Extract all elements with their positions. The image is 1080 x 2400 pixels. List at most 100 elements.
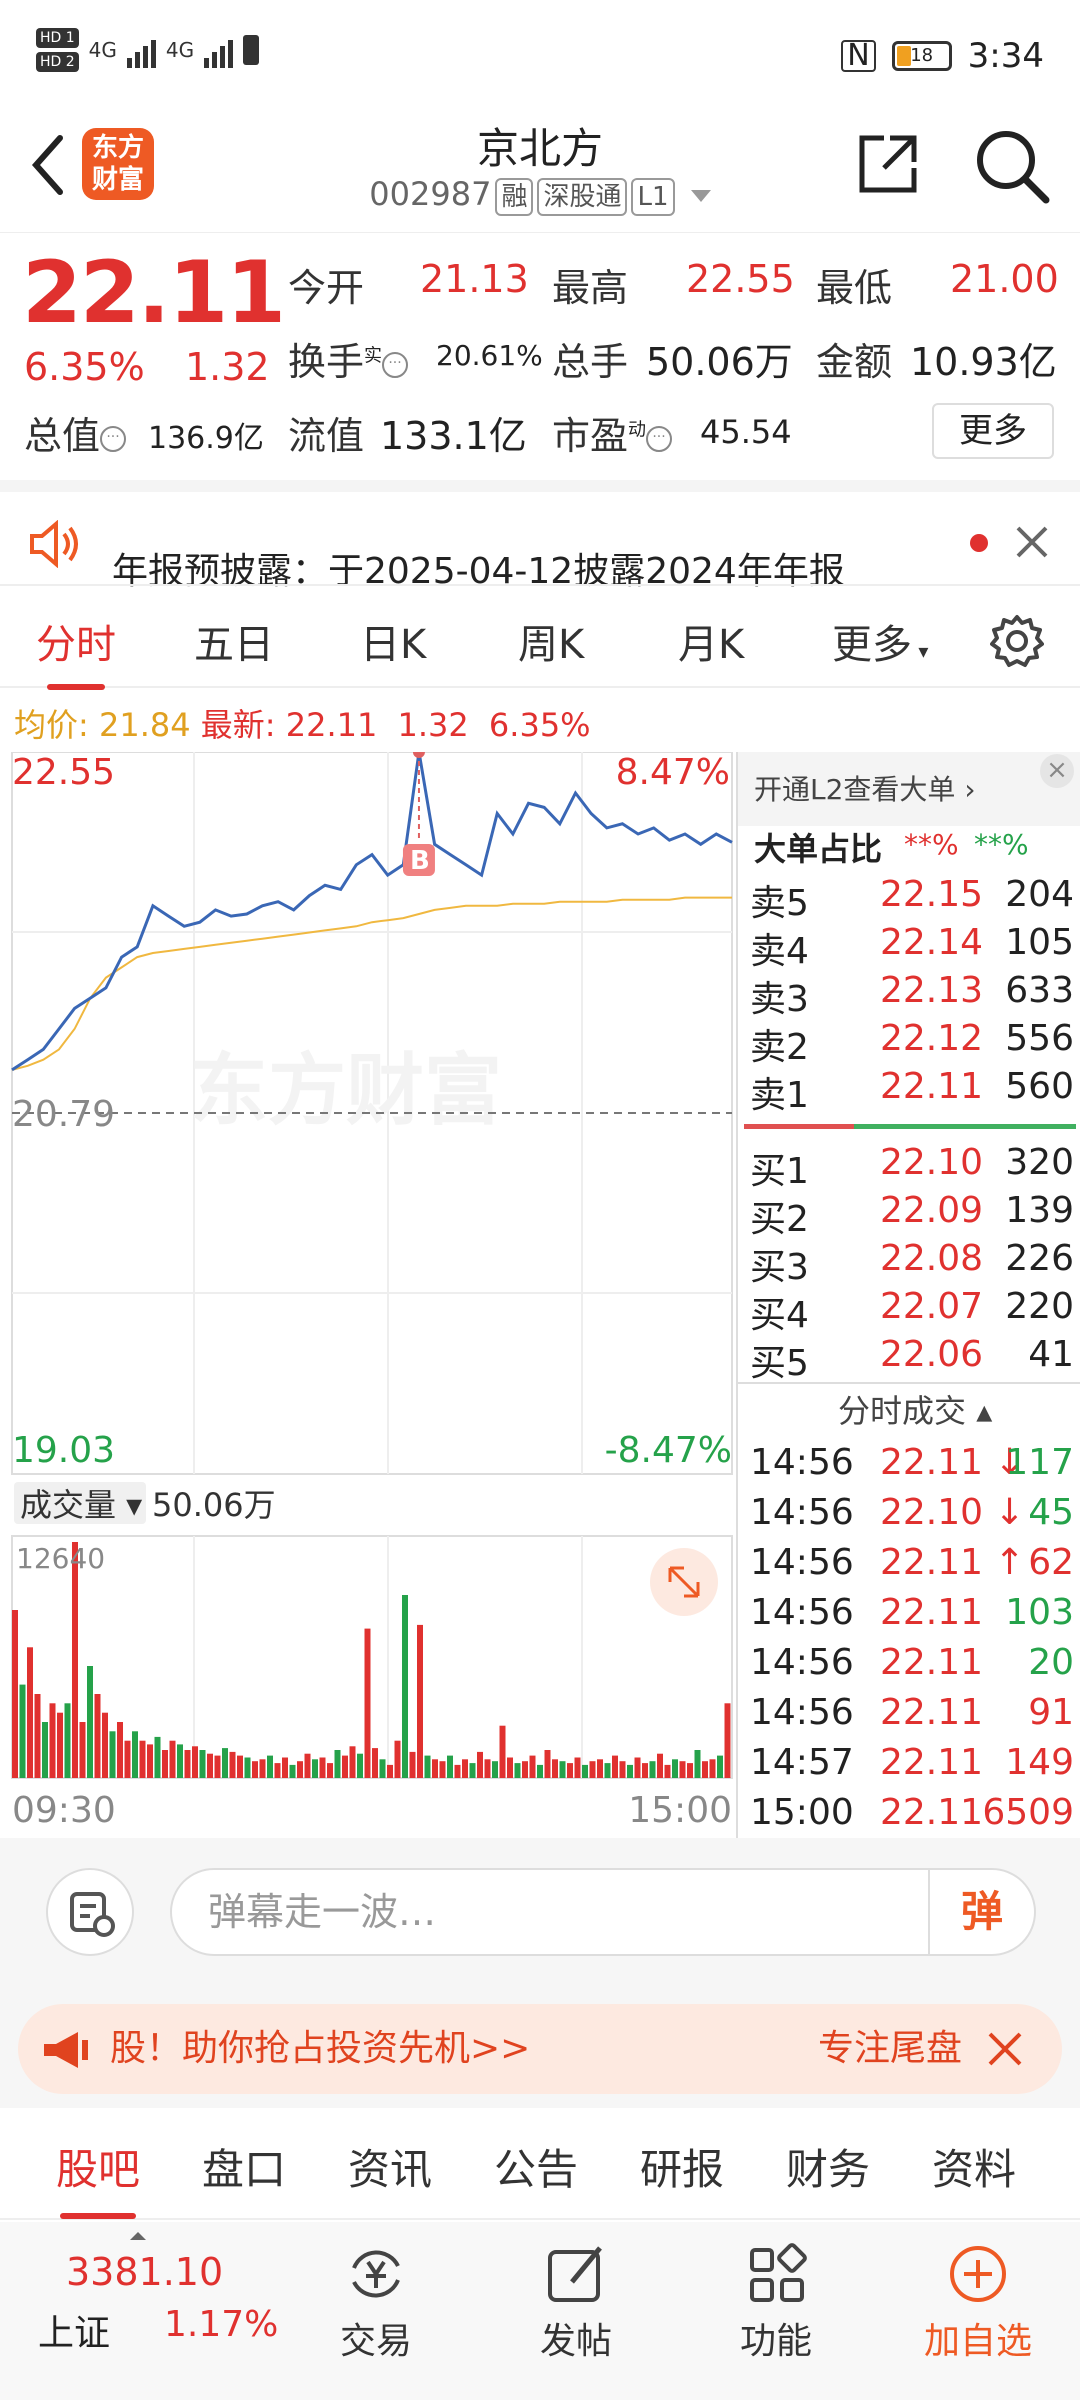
turnover-label: 换手 (288, 340, 365, 384)
volume-bar (87, 1666, 93, 1778)
volume-bar (469, 1763, 476, 1778)
close-icon[interactable] (1016, 526, 1048, 558)
volume-bar (379, 1759, 386, 1778)
alert-icon (243, 35, 260, 65)
x-end-label: 15:00 (628, 1790, 732, 1831)
bid-row: 买2 22.09 139 (750, 1190, 1074, 1240)
trade-row: 14:57 22.11 149 (750, 1742, 1074, 1783)
mktcap-value: 136.9亿 (148, 421, 264, 456)
volume-bar (417, 1624, 423, 1778)
latest-value: 22.11 (285, 706, 378, 744)
buy-marker-label: B (410, 846, 430, 876)
volume-bar (94, 1694, 101, 1778)
tab-profile[interactable]: 资料 (932, 2145, 1017, 2194)
volume-bar (312, 1759, 318, 1778)
trade-icon (352, 2250, 400, 2298)
volume-bar (207, 1753, 213, 1778)
avg-price-line (11, 896, 732, 1071)
settings-gear-icon[interactable] (990, 614, 1044, 668)
pct-top-label: 8.47% (616, 752, 730, 793)
last-price: 22.11 (22, 243, 286, 343)
tab-announcements[interactable]: 公告 (494, 2145, 579, 2194)
l2-link[interactable]: 开通L2查看大单 › (754, 773, 976, 806)
expand-arrow-icon[interactable] (130, 2232, 146, 2240)
edit-icon (548, 2246, 602, 2302)
index-name: 上证 (38, 2313, 111, 2354)
volume-bar (237, 1755, 243, 1778)
volume-bar (267, 1755, 273, 1778)
tab-research[interactable]: 研报 (640, 2145, 725, 2194)
tab-pankou[interactable]: 盘口 (202, 2145, 287, 2194)
tab-finance[interactable]: 财务 (786, 2145, 871, 2194)
dropdown-icon[interactable] (690, 190, 711, 202)
volume-bar (334, 1750, 341, 1778)
intraday-chart[interactable]: 东方财富 B 22.55 20.79 19.03 8.47% -8.47% 成交量 ▾ 50.0… (0, 746, 740, 1838)
volume-bar (49, 1703, 56, 1778)
volume-bar (42, 1722, 48, 1778)
ask-row: 卖4 22.14 105 (750, 922, 1074, 972)
volume-bar (364, 1628, 371, 1778)
info-dots-icon[interactable]: ··· (646, 425, 673, 452)
tab-news[interactable]: 资讯 (348, 2145, 433, 2194)
volume-bar (169, 1740, 176, 1778)
tab-intraday[interactable]: 分时 (36, 612, 116, 690)
volume-bar (274, 1763, 281, 1778)
share-icon[interactable] (856, 132, 920, 196)
volume-bar (439, 1761, 446, 1778)
volume-value: 50.06万 (646, 340, 793, 384)
tab-daily[interactable]: 日K (360, 622, 427, 668)
y-bottom-label: 19.03 (12, 1430, 115, 1471)
tab-guba[interactable]: 股吧 (56, 2136, 140, 2219)
danmu-settings-icon[interactable] (46, 1868, 134, 1956)
close-icon[interactable]: × (1040, 754, 1074, 788)
turnover-sup: 实 (364, 345, 383, 367)
info-dots-icon[interactable]: ··· (382, 351, 409, 378)
back-icon[interactable] (28, 130, 68, 200)
app-header: 东方 财富 京北方 002987 融深股通 L1 (0, 110, 1080, 230)
bid-row: 买4 22.07 220 (750, 1286, 1074, 1336)
volume-bar (582, 1764, 588, 1778)
volume-bar (222, 1748, 228, 1778)
nav-trade[interactable]: 交易 (326, 2242, 426, 2364)
volume-bar (672, 1759, 678, 1778)
nav-add-watchlist[interactable]: 加自选 (908, 2242, 1048, 2364)
ask-row: 卖5 22.15 204 (750, 874, 1074, 924)
danmu-input[interactable]: 弹幕走一波… 弹 (170, 1868, 1036, 1956)
danmu-send-button[interactable]: 弹 (928, 1870, 1034, 1954)
volume-bar (124, 1740, 131, 1778)
tab-monthly[interactable]: 月K (678, 622, 745, 668)
trades-header[interactable]: 分时成交 ▴ (838, 1392, 993, 1430)
ad-banner[interactable]: 股！助你抢占投资先机>> 专注尾盘 (0, 1996, 1080, 2108)
volume-bar (184, 1750, 191, 1778)
avg-label: 均价: (14, 706, 89, 744)
tab-5day[interactable]: 五日 (194, 622, 274, 668)
volume-bar (499, 1725, 506, 1778)
index-value[interactable]: 3381.10 (66, 2250, 224, 2294)
tab-more[interactable]: 更多 ▾ (832, 622, 929, 668)
bid-row: 买3 22.08 226 (750, 1238, 1074, 1288)
change-value: 1.32 (185, 345, 270, 389)
ask-row: 卖1 22.11 560 (750, 1066, 1074, 1116)
volume-bar (537, 1764, 543, 1778)
more-button[interactable]: 更多 (932, 403, 1054, 459)
trade-row: 14:56 22.11 ↑ 62 (750, 1542, 1074, 1583)
search-icon[interactable] (974, 128, 1050, 204)
bid-row: 买5 22.06 41 (750, 1334, 1074, 1384)
volume-bar (117, 1722, 123, 1778)
volume-bar (552, 1759, 558, 1778)
tab-weekly[interactable]: 周K (518, 622, 585, 668)
stock-code-line: 002987 融深股通 L1 (0, 175, 1080, 216)
close-icon[interactable] (988, 2032, 1022, 2066)
trade-row: 14:56 22.11 ↓ 117 (750, 1442, 1074, 1483)
info-dots-icon[interactable]: ··· (100, 425, 127, 452)
change-percent: 6.35% (24, 345, 145, 389)
volume-bar (394, 1740, 401, 1778)
bid-row: 买1 22.10 320 (750, 1142, 1074, 1192)
nav-post[interactable]: 发帖 (526, 2242, 626, 2364)
volume-bar (559, 1761, 566, 1778)
pe-sup: 动 (628, 419, 647, 441)
signal-icon-2 (204, 32, 234, 68)
volume-bar (709, 1759, 716, 1778)
notice-bar[interactable]: 年报预披露：于2025-04-12披露2024年年报 (0, 480, 1080, 592)
nav-functions[interactable]: 功能 (726, 2242, 826, 2364)
